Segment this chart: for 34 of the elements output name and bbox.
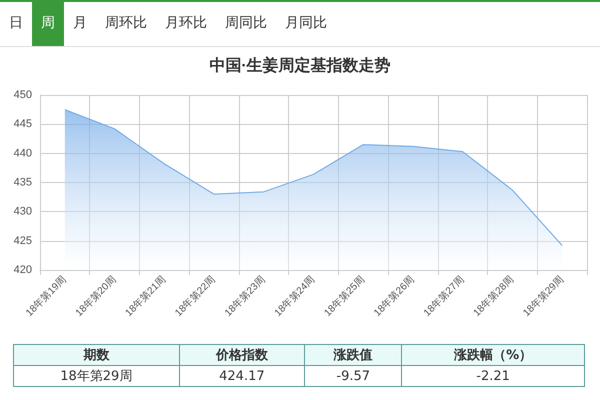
text: 424.17 bbox=[179, 366, 305, 386]
text: 周 bbox=[32, 2, 64, 46]
y-tick-label: 445 bbox=[14, 118, 32, 130]
x-tick-label: 18年第23周 bbox=[222, 273, 268, 319]
x-tick-label: 18年第20周 bbox=[73, 273, 118, 319]
y-tick-label: 420 bbox=[14, 264, 32, 276]
x-tick-label: 18年第24周 bbox=[272, 273, 318, 319]
text: 月 bbox=[72, 14, 88, 33]
chart-title: 中国·生姜周定基指数走势 bbox=[209, 56, 391, 74]
y-tick-label: 450 bbox=[14, 89, 32, 101]
text: 涨跌值 bbox=[304, 344, 402, 366]
text: 月环比 bbox=[164, 14, 208, 33]
x-tick-label: 18年第26周 bbox=[371, 273, 417, 319]
text: 日 bbox=[8, 14, 24, 33]
text: 月同比 bbox=[284, 14, 328, 33]
text: 期数 bbox=[14, 344, 180, 366]
x-tick-label: 18年第29周 bbox=[520, 273, 566, 319]
x-tick-label: 18年第25周 bbox=[322, 273, 368, 319]
text: 涨跌幅（%） bbox=[402, 344, 584, 366]
y-tick-label: 435 bbox=[14, 176, 32, 188]
text: 周环比 bbox=[104, 14, 148, 33]
text: 价格指数 bbox=[179, 344, 305, 366]
y-tick-label: 425 bbox=[14, 234, 32, 247]
text: -9.57 bbox=[304, 366, 402, 386]
y-tick-label: 440 bbox=[14, 147, 32, 160]
x-tick-label: 18年第19周 bbox=[23, 273, 69, 319]
x-tick-label: 18年第28周 bbox=[470, 273, 516, 319]
x-tick-label: 18年第27周 bbox=[421, 273, 467, 319]
y-tick-label: 430 bbox=[14, 206, 32, 218]
x-tick-label: 18年第21周 bbox=[122, 273, 168, 319]
text: 周同比 bbox=[224, 14, 268, 33]
text: 18年第29周 bbox=[14, 366, 180, 386]
text: -2.21 bbox=[402, 366, 584, 386]
x-tick-label: 18年第22周 bbox=[172, 273, 218, 319]
